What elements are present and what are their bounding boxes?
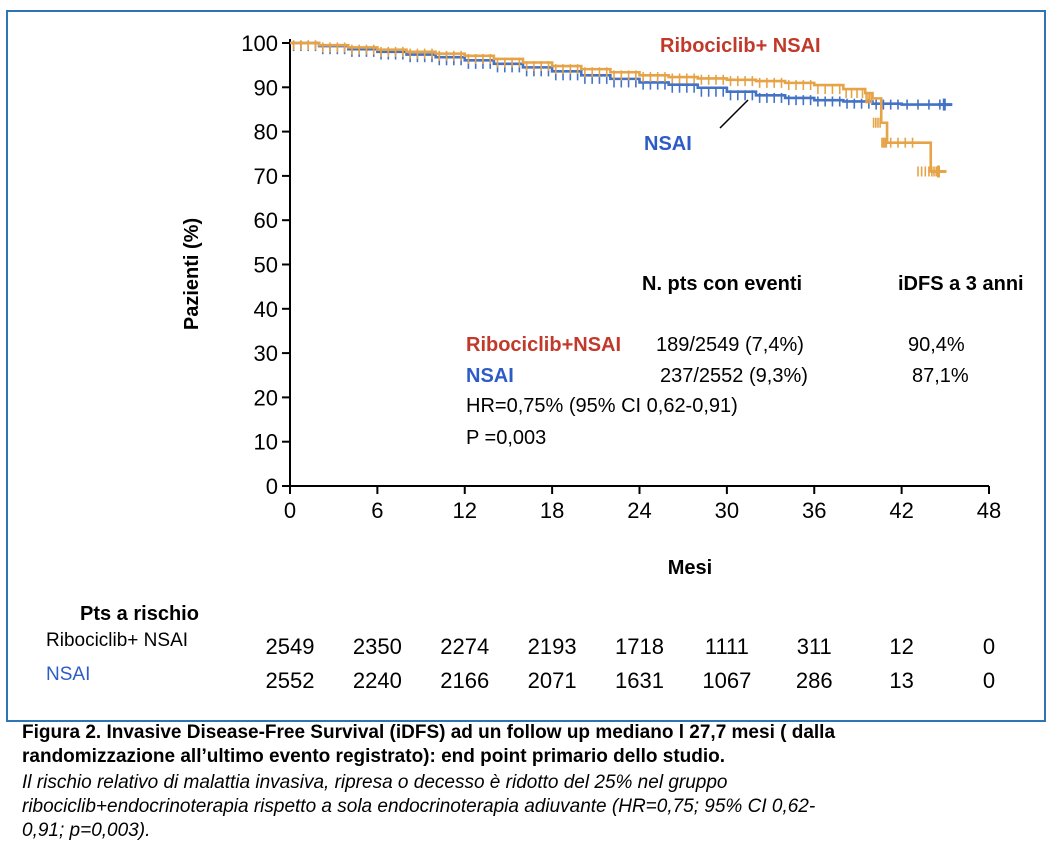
stats-header-events: N. pts con eventi bbox=[642, 273, 802, 295]
risk-cell: 1718 bbox=[615, 634, 664, 659]
risk-cell: 2240 bbox=[353, 668, 402, 693]
risk-cell: 286 bbox=[796, 668, 833, 693]
stats-row-events: 189/2549 (7,4%) bbox=[656, 334, 804, 356]
y-tick-label: 60 bbox=[254, 208, 278, 233]
y-axis-title: Pazienti (%) bbox=[181, 218, 203, 330]
stats-row-name: NSAI bbox=[466, 365, 514, 387]
series-label-nsai: NSAI bbox=[644, 133, 692, 155]
risk-cell: 2549 bbox=[266, 634, 315, 659]
stats-row-name: Ribociclib+NSAI bbox=[466, 334, 621, 356]
y-tick-label: 0 bbox=[266, 474, 278, 499]
risk-cell: 2166 bbox=[440, 668, 489, 693]
caption-body-line3: 0,91; p=0,003). bbox=[22, 820, 151, 841]
x-axis-title: Mesi bbox=[668, 557, 712, 579]
risk-cell: 2552 bbox=[266, 668, 315, 693]
figure-frame: 0 10 20 30 40 50 60 70 80 90 100 0 6 12 18 24 30 36 42 48 Me… bbox=[6, 10, 1046, 722]
y-tick-label: 90 bbox=[254, 75, 278, 100]
risk-cell: 1631 bbox=[615, 668, 664, 693]
risk-cell: 2350 bbox=[353, 634, 402, 659]
risk-cell: 13 bbox=[889, 668, 913, 693]
risk-cell: 2193 bbox=[528, 634, 577, 659]
risk-table-title: Pts a rischio bbox=[80, 603, 199, 625]
stats-hr: HR=0,75% (95% CI 0,62-0,91) bbox=[466, 395, 738, 417]
caption-body-line2: ribociclib+endocrinoterapia rispetto a s… bbox=[22, 796, 816, 817]
km-chart: 0 10 20 30 40 50 60 70 80 90 100 0 6 12 18 24 30 36 42 48 Me… bbox=[46, 31, 1024, 693]
risk-cell: 311 bbox=[797, 634, 832, 659]
stats-row-idfs: 90,4% bbox=[908, 334, 965, 356]
label-pointer bbox=[719, 99, 749, 129]
risk-row-name: NSAI bbox=[46, 664, 90, 685]
y-tick-label: 30 bbox=[254, 341, 278, 366]
x-tick-label: 30 bbox=[715, 498, 739, 523]
risk-cell: 2274 bbox=[440, 634, 489, 659]
x-tick-label: 48 bbox=[977, 498, 1001, 523]
caption-title-line2: randomizzazione all’ultimo evento regist… bbox=[22, 746, 726, 767]
y-tick-label: 80 bbox=[254, 120, 278, 145]
series-line bbox=[290, 41, 940, 173]
caption-body-line1: Il rischio relativo di malattia invasiva… bbox=[22, 772, 728, 793]
y-tick-label: 20 bbox=[254, 385, 278, 410]
risk-cell: 1111 bbox=[705, 634, 749, 659]
risk-cell: 0 bbox=[983, 634, 995, 659]
x-tick-label: 12 bbox=[453, 498, 477, 523]
risk-row-name: Ribociclib+ NSAI bbox=[46, 630, 188, 651]
risk-cell: 12 bbox=[889, 634, 913, 659]
x-tick-label: 6 bbox=[371, 498, 383, 523]
risk-cell: 1067 bbox=[702, 668, 751, 693]
risk-cell: 0 bbox=[983, 668, 995, 693]
caption-title-line1: Figura 2. Invasive Disease-Free Survival… bbox=[22, 722, 836, 743]
x-tick-label: 36 bbox=[802, 498, 826, 523]
x-tick-label: 18 bbox=[540, 498, 564, 523]
y-tick-label: 10 bbox=[254, 430, 278, 455]
stats-header-idfs: iDFS a 3 anni bbox=[898, 273, 1024, 295]
stats-p: P =0,003 bbox=[466, 427, 546, 449]
x-tick-label: 42 bbox=[889, 498, 913, 523]
y-tick-label: 50 bbox=[254, 253, 278, 278]
y-tick-label: 40 bbox=[254, 297, 278, 322]
x-tick-label: 24 bbox=[627, 498, 651, 523]
stats-row-idfs: 87,1% bbox=[912, 365, 969, 387]
stats-row-events: 237/2552 (9,3%) bbox=[660, 365, 808, 387]
series-label-ribociclib: Ribociclib+ NSAI bbox=[660, 35, 821, 57]
x-tick-label: 0 bbox=[284, 498, 296, 523]
risk-cell: 2071 bbox=[528, 668, 577, 693]
y-tick-label: 70 bbox=[254, 164, 278, 189]
y-tick-label: 100 bbox=[241, 31, 278, 56]
